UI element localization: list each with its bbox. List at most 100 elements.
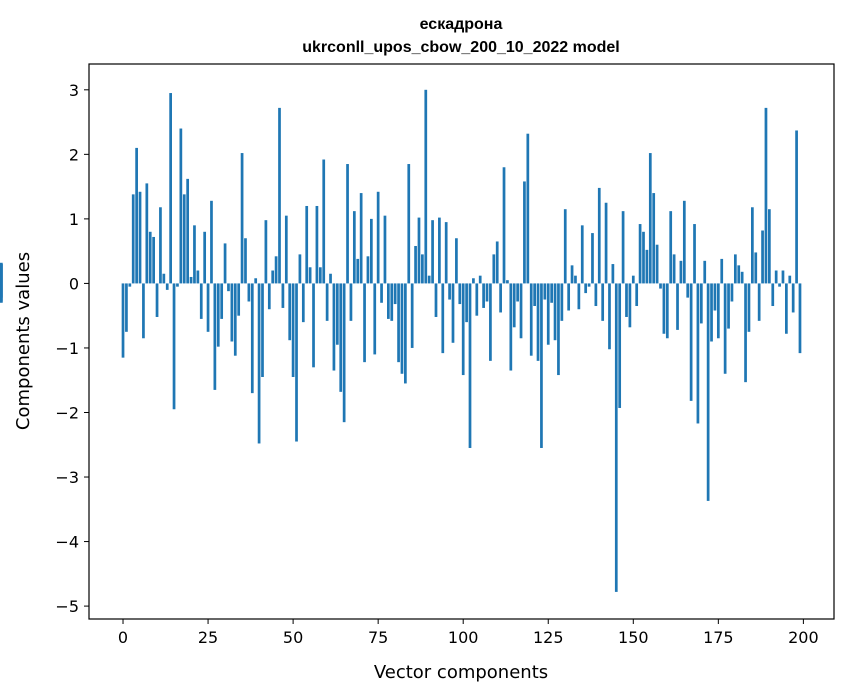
bar [376, 191, 380, 284]
bar [652, 193, 656, 284]
bar [0, 283, 3, 302]
x-tick-label: 0 [118, 628, 128, 647]
bar [230, 283, 234, 342]
x-tick-label: 50 [283, 628, 303, 647]
bar [363, 283, 366, 363]
bar [631, 275, 635, 284]
bar [723, 283, 727, 374]
bar [199, 283, 203, 319]
bar [329, 273, 332, 284]
bar [638, 224, 642, 284]
bar [291, 283, 295, 377]
x-axis-ticks: 0 25 50 75 100 125 150 175 200 [118, 619, 819, 647]
bar [557, 283, 560, 376]
bar [237, 283, 241, 316]
bar [332, 283, 336, 371]
bar [339, 283, 343, 392]
bar [393, 283, 397, 305]
bar [727, 283, 730, 329]
y-tick-label: −1 [55, 339, 79, 358]
bar [274, 256, 278, 284]
bar [601, 283, 605, 321]
bar [618, 283, 622, 408]
bar [642, 231, 645, 284]
bar [621, 211, 625, 284]
x-tick-label: 200 [788, 628, 819, 647]
bar [669, 211, 673, 284]
bar [431, 220, 434, 284]
x-tick-label: 25 [198, 628, 218, 647]
bar [791, 283, 795, 313]
bar [785, 283, 788, 334]
bar [206, 283, 210, 332]
bar [761, 230, 764, 284]
bar [611, 264, 615, 284]
bar [747, 283, 751, 332]
bar [533, 283, 536, 307]
x-axis-label: Vector components [374, 662, 548, 683]
bar [179, 128, 183, 284]
bar [417, 217, 421, 284]
bar [543, 283, 547, 300]
bar [387, 283, 390, 319]
chart-title-line-2: ukrconll_upos_cbow_200_10_2022 model [302, 39, 619, 56]
bar [468, 283, 472, 448]
bar [781, 270, 785, 284]
bar [128, 283, 132, 287]
bar [227, 283, 230, 292]
bar [788, 275, 792, 284]
bar [145, 183, 149, 284]
bar [220, 283, 224, 319]
bar [257, 283, 261, 444]
bar [751, 207, 754, 284]
bar [254, 278, 258, 284]
bar [676, 283, 679, 330]
bar [574, 275, 577, 284]
bar [121, 283, 125, 358]
bar [298, 254, 302, 284]
bar [159, 207, 162, 284]
bar [771, 283, 775, 307]
x-tick-label: 150 [618, 628, 649, 647]
bar [587, 283, 591, 287]
bar [577, 283, 581, 310]
bar [240, 153, 244, 284]
x-tick-label: 175 [703, 628, 734, 647]
bar [434, 283, 438, 317]
bar [710, 283, 713, 342]
bar [540, 283, 543, 448]
bar [489, 283, 492, 361]
bar [536, 283, 540, 361]
bar [308, 267, 312, 284]
bar [369, 218, 373, 284]
bar [798, 283, 802, 354]
bar [648, 153, 652, 284]
bar [672, 254, 676, 284]
bar [349, 283, 353, 321]
bar [135, 147, 138, 284]
bar [740, 271, 744, 284]
bar [506, 280, 509, 284]
bar [628, 283, 632, 328]
bar [570, 265, 574, 284]
bar [461, 283, 465, 376]
bar [359, 193, 363, 284]
bar [441, 283, 445, 354]
bar [182, 194, 186, 284]
bar [737, 265, 741, 284]
bar [686, 283, 690, 298]
y-tick-label: −3 [55, 468, 79, 487]
bar [604, 202, 608, 284]
bar [176, 283, 179, 287]
bar [682, 200, 686, 284]
bar [458, 283, 462, 305]
bar [322, 159, 326, 284]
bar [778, 283, 781, 287]
bar [284, 215, 288, 284]
bar [757, 283, 761, 321]
bar [744, 283, 747, 383]
bar [172, 283, 176, 410]
bar [730, 283, 734, 302]
bar [713, 283, 717, 311]
bar [271, 270, 275, 284]
